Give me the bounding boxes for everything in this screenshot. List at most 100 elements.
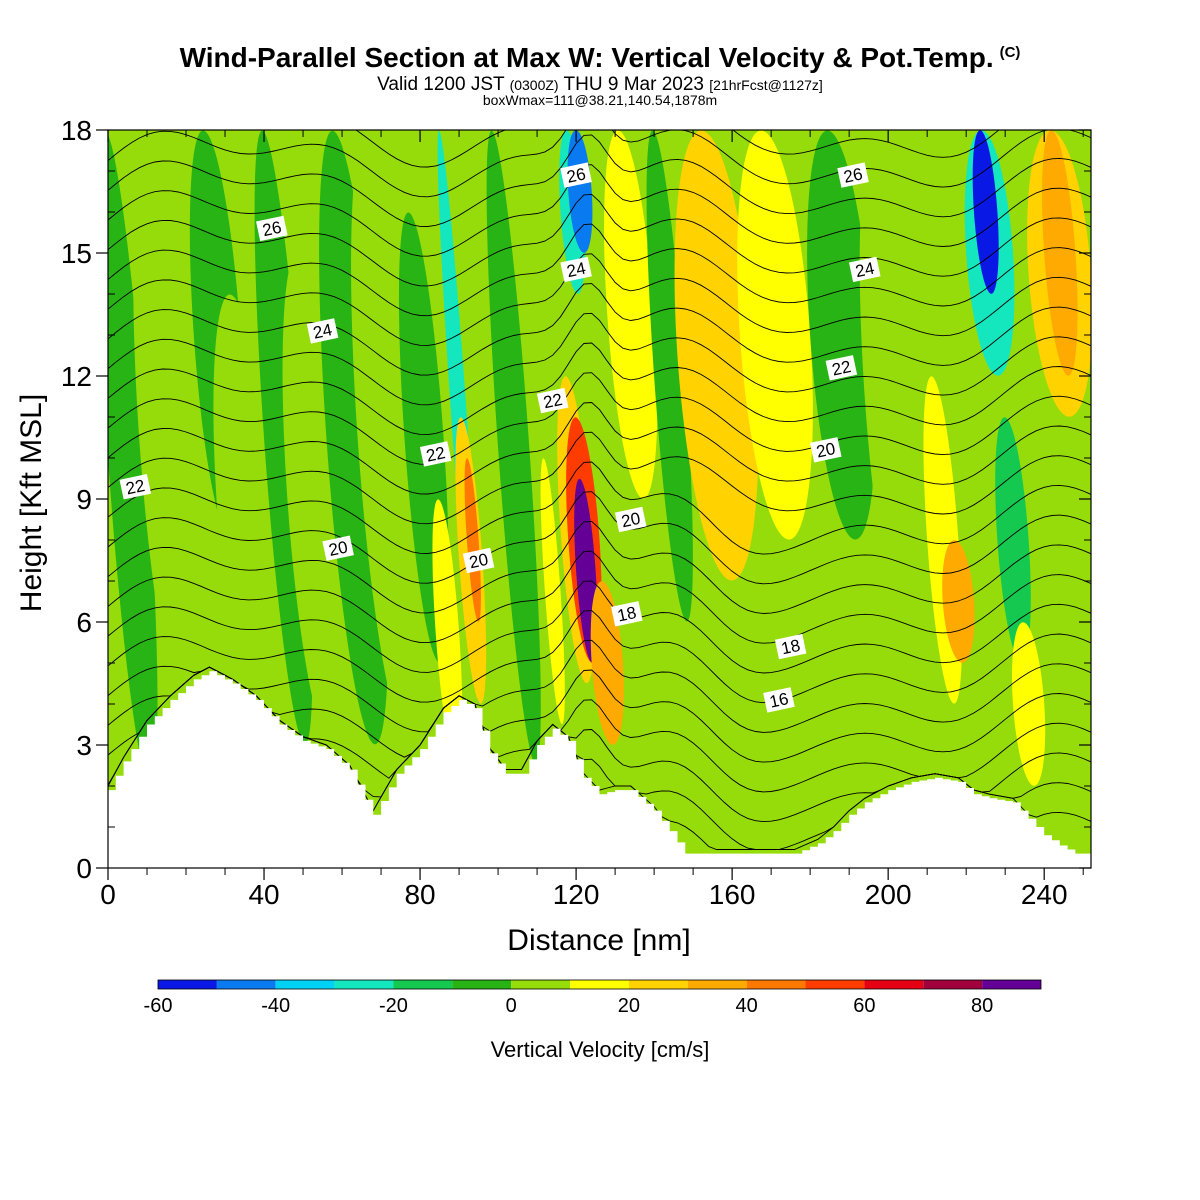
contour-label-10: 20: [322, 535, 354, 561]
contour-label-bg: [560, 162, 592, 188]
contour-label-bg: [825, 355, 858, 381]
valid-date: THU 9 Mar 2023: [563, 74, 704, 95]
box-wmax-info: boxWmax=111@38.21,140.54,1878m: [482, 92, 718, 108]
w-band-15: [526, 130, 572, 458]
contour-label-14: 18: [611, 601, 643, 627]
contour-label-text: 24: [854, 259, 876, 282]
w-band-37: [1042, 130, 1078, 376]
contour-label-3: 24: [306, 318, 339, 344]
y-tick-label: 15: [61, 238, 92, 269]
colorbar-title: Vertical Velocity [cm/s]: [491, 1037, 710, 1062]
w-band-6: [319, 130, 389, 745]
colorbar-tick-label: -60: [144, 995, 173, 1017]
theta-contour-22: [108, 134, 1091, 227]
x-tick-label: 120: [553, 879, 600, 910]
w-band-35: [1012, 622, 1046, 786]
contour-label-bg: [536, 387, 569, 414]
x-tick-label: 80: [404, 879, 435, 910]
y-tick-label: 0: [76, 853, 92, 884]
x-tick-label: 40: [248, 879, 279, 910]
x-tick-label: 160: [709, 879, 756, 910]
y-axis-label: Height [Kft MSL]: [15, 394, 48, 612]
colorbar-frame: [157, 979, 1042, 990]
colorbar-tick-label: 80: [971, 995, 993, 1017]
contour-label-8: 22: [536, 387, 569, 414]
contour-label-text: 26: [565, 164, 587, 187]
valid-time: Valid 1200 JST: [377, 74, 505, 95]
contour-label-2: 26: [837, 162, 869, 188]
contour-label-text: 22: [425, 443, 447, 466]
theta-contour-8: [108, 550, 1091, 644]
contour-label-text: 22: [124, 476, 146, 499]
colorbar-swatch: [805, 980, 865, 989]
contour-label-bg: [809, 437, 842, 463]
colorbar-swatch: [452, 980, 512, 989]
theta-contour-9: [108, 520, 1091, 614]
chart-title: Wind-Parallel Section at Max W: Vertical…: [0, 42, 1200, 74]
theta-contour-17: [108, 283, 1091, 376]
w-band-33: [972, 130, 999, 294]
x-tick-label: 0: [100, 879, 116, 910]
w-band-5: [282, 253, 347, 745]
theta-contour-13: [108, 402, 1091, 495]
w-band-1: [133, 130, 216, 745]
y-tick-label: 12: [61, 361, 92, 392]
colorbar-swatch: [511, 980, 571, 989]
forecast-info: [21hrFcst@1127z]: [709, 77, 823, 93]
theta-contour-24: [108, 130, 1000, 168]
contour-label-15: 18: [774, 633, 807, 660]
theta-contour-19: [108, 223, 1091, 317]
colorbar-tick-label: 40: [736, 995, 758, 1017]
w-band-24: [646, 130, 693, 622]
contour-label-bg: [306, 318, 339, 344]
colorbar-swatch: [158, 980, 217, 989]
theta-contour-6: [108, 610, 1091, 704]
contour-label-1: 26: [560, 162, 592, 188]
w-band-28: [807, 130, 876, 540]
contour-label-6: 22: [119, 474, 152, 500]
w-band-18: [567, 130, 593, 253]
theta-contour-12: [108, 431, 1091, 525]
y-tick-label: 18: [61, 115, 92, 146]
contour-label-bg: [322, 535, 354, 561]
contour-label-bg: [256, 215, 288, 242]
colorbar-swatch: [864, 980, 924, 989]
colorbar-swatch: [216, 980, 276, 989]
contour-labels: 26 26 26 24 24 24 22 22 22 22 20 20 20 20 18 18 16: [119, 162, 881, 713]
colorbar-swatch: [275, 980, 335, 989]
theta-contour-14: [108, 372, 1091, 465]
contour-label-bg: [837, 162, 869, 188]
contour-label-text: 24: [565, 259, 587, 282]
valid-time-utc: (0300Z): [509, 77, 559, 93]
colorbar-swatch: [393, 980, 453, 989]
contour-label-7: 22: [419, 441, 452, 467]
contour-label-text: 18: [616, 603, 638, 626]
theta-contour-15: [108, 342, 1091, 436]
contour-label-text: 22: [830, 357, 852, 380]
x-tick-label: 240: [1021, 879, 1068, 910]
w-band-7: [351, 130, 427, 745]
y-tick-label: 9: [76, 484, 92, 515]
colorbar: -60 -40 -20 0 20 40 60 80: [144, 979, 1042, 1017]
contour-label-text: 20: [327, 537, 349, 560]
x-tick-label: 200: [865, 879, 912, 910]
chart-title-text: Wind-Parallel Section at Max W: Vertical…: [179, 42, 994, 73]
w-band-12: [464, 458, 481, 622]
contour-label-bg: [560, 256, 592, 283]
chart-title-mark: (C): [999, 44, 1021, 61]
contour-label-0: 26: [256, 215, 288, 242]
terrain-mask: [108, 671, 1091, 868]
colorbar-swatch: [687, 980, 747, 989]
y-tick-label: 3: [76, 730, 92, 761]
theta-contour-23: [108, 130, 1091, 198]
contour-label-9: 22: [825, 355, 858, 381]
contour-label-bg: [774, 633, 807, 660]
colorbar-swatch: [746, 980, 806, 989]
theta-contour-18: [108, 253, 1091, 346]
theta-contour-11: [108, 461, 1091, 555]
contour-label-16: 16: [763, 687, 795, 713]
contour-label-text: 24: [311, 320, 333, 343]
contour-label-text: 16: [768, 689, 790, 712]
theta-contour-21: [108, 164, 1091, 257]
